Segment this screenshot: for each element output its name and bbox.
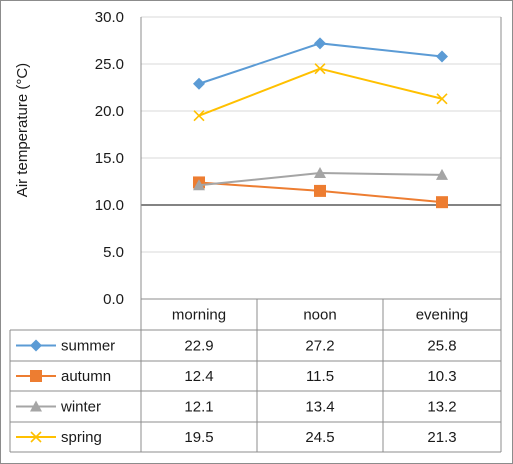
data-point [193, 77, 205, 90]
legend-marker [30, 339, 42, 352]
legend-key-autumn [16, 370, 56, 382]
data-point [193, 179, 205, 191]
data-point [193, 110, 205, 122]
legend-key-summer [16, 339, 56, 352]
legend-marker [30, 431, 42, 443]
table-value: 25.8 [427, 338, 456, 355]
y-tick-label: 25.0 [95, 56, 124, 73]
table-value: 19.5 [184, 429, 213, 446]
gridlines [141, 16, 501, 300]
y-tick-label: 30.0 [95, 9, 124, 26]
data-point [436, 196, 448, 209]
table-value: 12.4 [184, 368, 213, 385]
data-point [314, 63, 326, 75]
table-value: 27.2 [305, 338, 334, 355]
table-value: 11.5 [306, 368, 334, 385]
table-value: 12.1 [184, 399, 213, 416]
table-value: 24.5 [305, 429, 334, 446]
x-tick-label: noon [303, 307, 336, 324]
marker-stroke [30, 431, 42, 443]
series-spring [193, 63, 448, 122]
legend-marker [30, 400, 42, 412]
data-table: morning noon evening summer 22.9 27.2 25.8 autu… [9, 17, 502, 453]
marker-stroke [193, 110, 205, 122]
data-point [314, 37, 326, 50]
y-tick-label: 0.0 [103, 291, 124, 308]
series-summer [193, 37, 448, 90]
table-value: 13.2 [427, 399, 456, 416]
table-value: 21.3 [427, 429, 456, 446]
data-point [436, 168, 448, 180]
data-point [314, 167, 326, 179]
table-value: 10.3 [427, 368, 456, 385]
y-axis-ticks: 0.0 5.0 10.0 15.0 20.0 25.0 30.0 [95, 9, 124, 308]
legend-label: summer [61, 338, 115, 355]
data-point [436, 93, 448, 105]
table-value: 13.4 [305, 399, 334, 416]
marker-stroke [314, 63, 326, 75]
legend-label: winter [60, 399, 101, 416]
legend-marker [30, 370, 42, 382]
marker-stroke [436, 93, 448, 105]
series-line [198, 67, 443, 117]
y-tick-label: 15.0 [95, 150, 124, 167]
legend-label: spring [61, 429, 102, 446]
y-tick-label: 20.0 [95, 103, 124, 120]
legend-label: autumn [61, 368, 111, 385]
x-tick-label: evening [416, 307, 469, 324]
legend-key-spring [16, 431, 56, 443]
data-point [436, 50, 448, 63]
y-axis-label: Air temperature (°C) [14, 63, 31, 197]
data-point [314, 184, 326, 197]
y-tick-label: 10.0 [95, 197, 124, 214]
x-tick-label: morning [172, 307, 226, 324]
table-value: 22.9 [184, 338, 213, 355]
legend-key-winter [16, 400, 56, 412]
series-lines [193, 37, 448, 209]
series-winter [193, 167, 448, 191]
y-tick-label: 5.0 [103, 244, 124, 261]
